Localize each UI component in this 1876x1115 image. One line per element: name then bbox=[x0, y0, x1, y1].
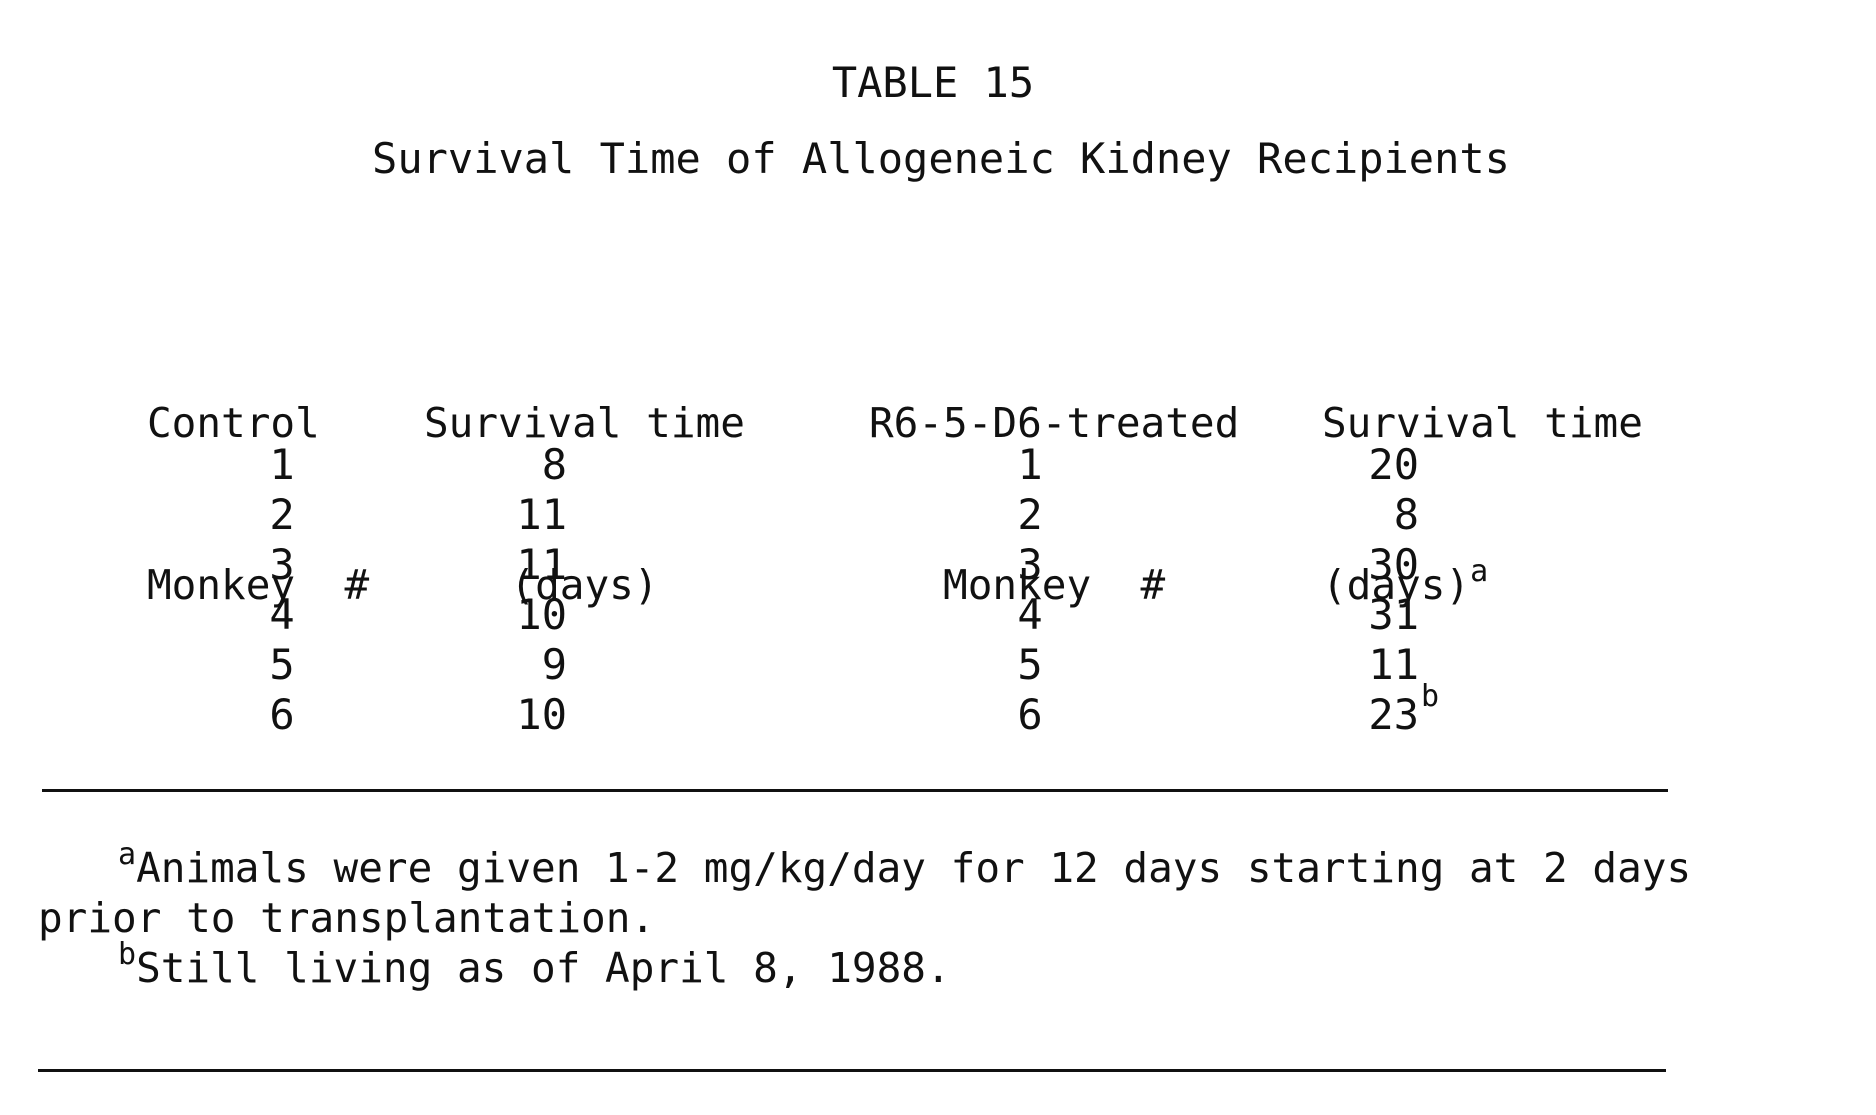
footnote-b-line1: Still living as of April 8, 1988. bbox=[136, 944, 951, 992]
treated-monkey-id-value: 3 bbox=[1017, 540, 1042, 589]
control-survival-days: 11 bbox=[447, 490, 567, 540]
control-monkey-id-value: 4 bbox=[269, 590, 294, 639]
footnote-marker-b: b bbox=[1421, 672, 1439, 722]
control-monkey-id: 6 bbox=[222, 690, 342, 740]
control-survival-days: 10 bbox=[447, 590, 567, 640]
table-label: TABLE 15 bbox=[0, 58, 1871, 107]
treated-survival-days: 11 bbox=[1299, 640, 1419, 690]
treated-monkey-id-value: 1 bbox=[1017, 440, 1042, 489]
treated-survival-days-value: 20 bbox=[1368, 440, 1419, 489]
treated-monkey-id: 6 bbox=[970, 690, 1090, 740]
control-monkey-id-value: 2 bbox=[269, 490, 294, 539]
treated-survival-days-value: 8 bbox=[1394, 490, 1419, 539]
footnote-a-marker: a bbox=[118, 837, 136, 872]
control-survival-days-value: 10 bbox=[516, 590, 567, 639]
treated-monkey-id-value: 2 bbox=[1017, 490, 1042, 539]
control-monkey-id-value: 3 bbox=[269, 540, 294, 589]
control-monkey-id: 4 bbox=[222, 590, 342, 640]
control-monkey-id-value: 6 bbox=[269, 690, 294, 739]
treated-survival-days: 20 bbox=[1299, 440, 1419, 490]
control-monkey-id: 1 bbox=[222, 440, 342, 490]
footnote-marker-a: a bbox=[1470, 554, 1488, 589]
treated-survival-days-value: 23 bbox=[1368, 690, 1419, 739]
control-monkey-id-value: 5 bbox=[269, 640, 294, 689]
table-bottom-rule bbox=[42, 789, 1668, 792]
treated-monkey-id: 2 bbox=[970, 490, 1090, 540]
footnote-a: aAnimals were given 1-2 mg/kg/day for 12… bbox=[118, 843, 1691, 898]
control-survival-days: 9 bbox=[447, 640, 567, 690]
control-survival-days: 8 bbox=[447, 440, 567, 490]
control-survival-days-value: 11 bbox=[516, 490, 567, 539]
control-survival-days-value: 10 bbox=[516, 690, 567, 739]
footnote-b-marker: b bbox=[118, 937, 136, 972]
treated-monkey-id-value: 6 bbox=[1017, 690, 1042, 739]
table-title: Survival Time of Allogeneic Kidney Recip… bbox=[3, 134, 1876, 183]
treated-survival-days-value: 31 bbox=[1368, 590, 1419, 639]
page-bottom-rule bbox=[38, 1069, 1666, 1072]
control-survival-days-value: 8 bbox=[542, 440, 567, 489]
treated-survival-days-value: 30 bbox=[1368, 540, 1419, 589]
control-monkey-id: 2 bbox=[222, 490, 342, 540]
treated-monkey-id: 5 bbox=[970, 640, 1090, 690]
treated-survival-days: 8 bbox=[1299, 490, 1419, 540]
control-survival-days-value: 9 bbox=[542, 640, 567, 689]
control-survival-days-value: 11 bbox=[516, 540, 567, 589]
treated-survival-days: 23b bbox=[1299, 690, 1419, 740]
footnote-a-line1: Animals were given 1-2 mg/kg/day for 12 … bbox=[136, 844, 1691, 892]
footnote-a-line2: prior to transplantation. bbox=[38, 893, 655, 943]
treated-survival-days: 31 bbox=[1299, 590, 1419, 640]
treated-monkey-id: 1 bbox=[970, 440, 1090, 490]
treated-monkey-id: 4 bbox=[970, 590, 1090, 640]
control-monkey-id-value: 1 bbox=[269, 440, 294, 489]
footnote-b: bStill living as of April 8, 1988. bbox=[118, 943, 951, 998]
treated-monkey-id: 3 bbox=[970, 540, 1090, 590]
control-survival-days: 11 bbox=[447, 540, 567, 590]
treated-monkey-id-value: 4 bbox=[1017, 590, 1042, 639]
control-survival-days: 10 bbox=[447, 690, 567, 740]
control-monkey-id: 5 bbox=[222, 640, 342, 690]
control-monkey-id: 3 bbox=[222, 540, 342, 590]
treated-monkey-id-value: 5 bbox=[1017, 640, 1042, 689]
treated-survival-days-value: 11 bbox=[1368, 640, 1419, 689]
treated-survival-days: 30 bbox=[1299, 540, 1419, 590]
